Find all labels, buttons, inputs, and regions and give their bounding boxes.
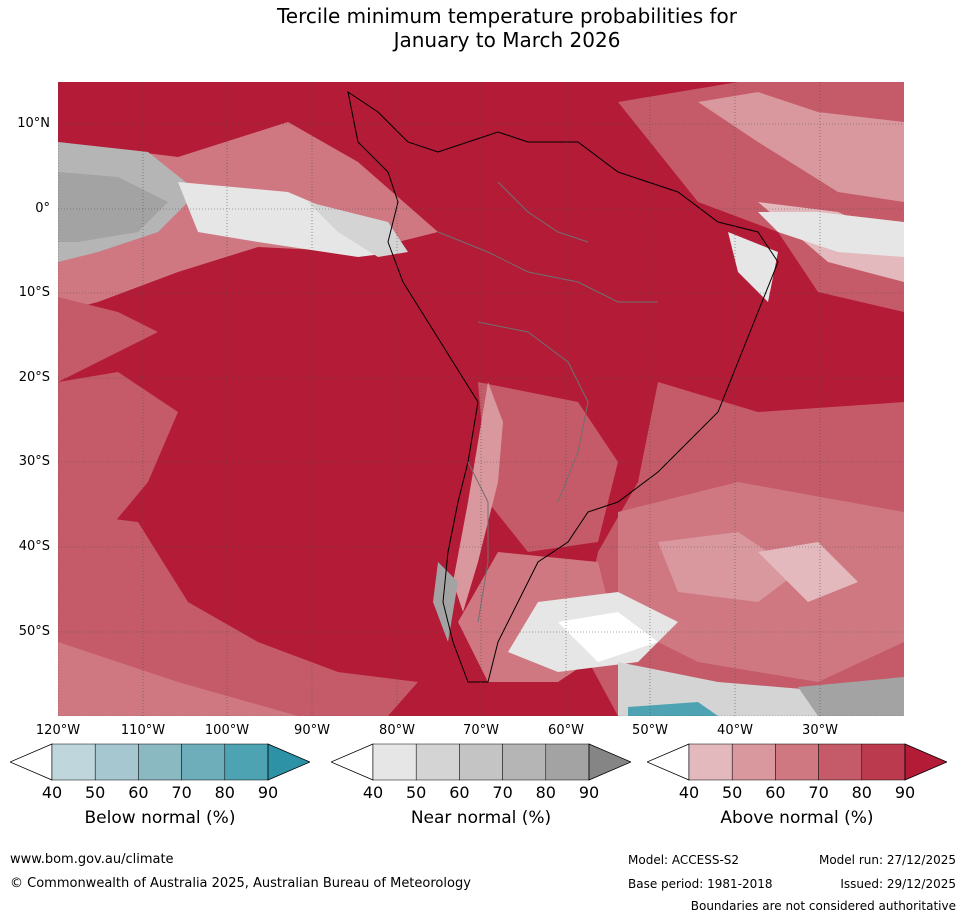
colorbar-tick-label: 60 [449,783,470,802]
colorbar-segment [8,743,53,781]
lon-label-70w: 70°W [463,723,499,738]
colorbar-above [645,743,949,781]
colorbar-tick-label: 60 [765,783,786,802]
legend-near-normal [329,742,633,788]
lat-label-30s: 30°S [18,454,50,469]
colorbar-segment [904,743,949,781]
colorbar-segment [588,743,633,781]
lon-label-30w: 30°W [802,723,838,738]
colorbar-segment [545,743,590,781]
lon-label-40w: 40°W [717,723,753,738]
footer-disclaimer: Boundaries are not considered authoritat… [690,899,956,913]
colorbar-tick-label: 50 [85,783,106,802]
footer-model-run: Model run: 27/12/2025 [818,853,956,867]
lat-label-10s: 10°S [18,285,50,300]
footer-website: www.bom.gov.au/climate [10,852,174,867]
footer-model: Model: ACCESS-S2 [628,853,740,867]
map-svg [58,82,904,716]
colorbar-segment [51,743,96,781]
footer-copyright: © Commonwealth of Australia 2025, Austra… [10,876,471,891]
colorbar-segment [267,743,312,781]
colorbar-segment [818,743,863,781]
colorbar-segment [502,743,547,781]
title-line-2: January to March 2026 [393,28,621,52]
colorbar-below [8,743,312,781]
map-title: Tercile minimum temperature probabilitie… [0,4,965,52]
colorbar-tick-label: 70 [171,783,192,802]
colorbar-segment [94,743,139,781]
legend-title-near: Near normal (%) [410,808,552,828]
colorbar-segment [329,743,374,781]
lon-label-90w: 90°W [294,723,330,738]
lon-label-80w: 80°W [379,723,415,738]
colorbar-segment [181,743,226,781]
colorbar-segment [645,743,690,781]
probability-map [58,82,904,716]
colorbar-tick-label: 70 [492,783,513,802]
lat-label-20s: 20°S [18,370,50,385]
colorbar-segment [861,743,906,781]
colorbar-segment [731,743,776,781]
lon-label-60w: 60°W [548,723,584,738]
lat-label-40s: 40°S [18,539,50,554]
colorbar-segment [138,743,182,781]
colorbar-segment [459,743,503,781]
title-line-1: Tercile minimum temperature probabilitie… [276,4,738,28]
legend-below-normal [8,742,312,788]
colorbar-tick-label: 60 [128,783,149,802]
colorbar-tick-label: 80 [214,783,235,802]
colorbar-tick-label: 50 [406,783,427,802]
legend-title-above: Above normal (%) [720,808,874,828]
colorbar-segment [688,743,733,781]
lat-label-0: 0° [35,201,50,216]
lat-label-50s: 50°S [18,624,50,639]
colorbar-tick-label: 40 [41,783,63,802]
colorbar-tick-label: 40 [678,783,700,802]
colorbar-tick-label: 40 [362,783,384,802]
colorbar-tick-label: 70 [808,783,829,802]
colorbar-tick-label: 90 [894,783,916,802]
colorbar-segment [775,743,819,781]
legend-title-below: Below normal (%) [84,808,236,828]
colorbar-near [329,743,633,781]
colorbar-segment [372,743,417,781]
legend-above-normal [645,742,949,788]
colorbar-tick-label: 90 [257,783,279,802]
lon-label-110w: 110°W [120,723,166,738]
colorbar-segment [415,743,460,781]
lon-label-100w: 100°W [204,723,250,738]
footer-issued: Issued: 29/12/2025 [840,877,956,891]
lon-label-50w: 50°W [632,723,668,738]
colorbar-tick-label: 80 [851,783,872,802]
colorbar-tick-label: 50 [722,783,743,802]
lon-label-120w: 120°W [35,723,81,738]
colorbar-tick-label: 80 [535,783,556,802]
footer-base-period: Base period: 1981-2018 [628,877,773,891]
lat-label-10n: 10°N [17,116,50,131]
colorbar-segment [224,743,269,781]
colorbar-tick-label: 90 [578,783,600,802]
